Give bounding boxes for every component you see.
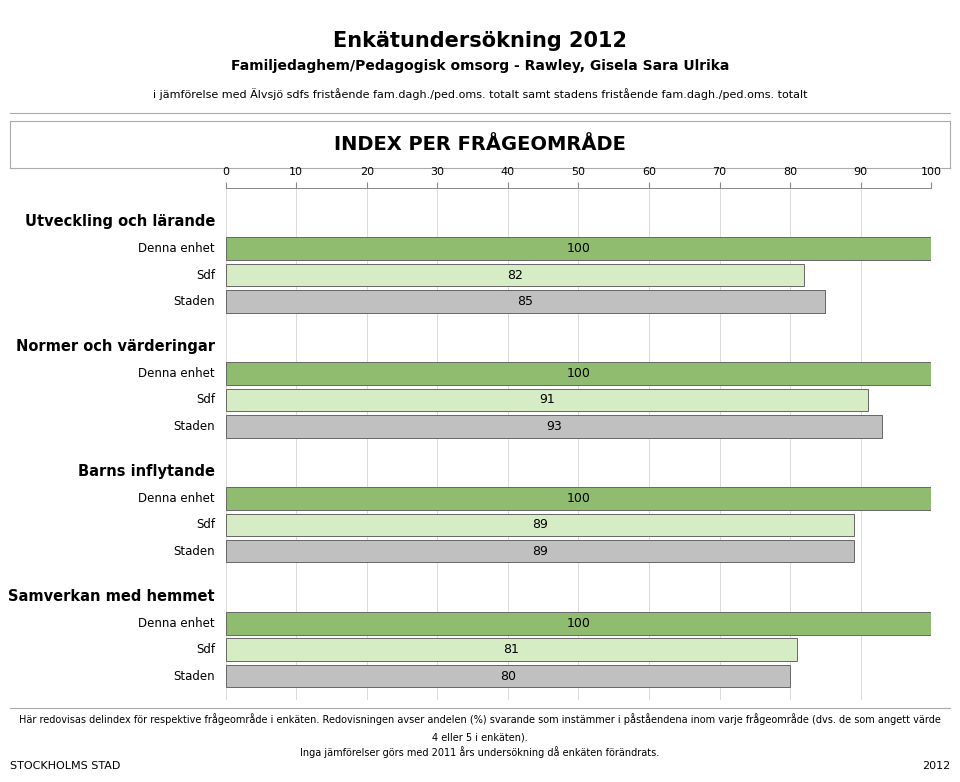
Bar xyxy=(226,638,797,662)
Text: i jämförelse med Älvsjö sdfs fristående fam.dagh./ped.oms. totalt samt stadens f: i jämförelse med Älvsjö sdfs fristående … xyxy=(153,88,807,100)
Text: 89: 89 xyxy=(532,544,547,558)
Text: Staden: Staden xyxy=(174,420,215,432)
Bar xyxy=(226,487,931,510)
Text: 2012: 2012 xyxy=(923,761,950,771)
Text: 85: 85 xyxy=(517,295,534,307)
Text: 100: 100 xyxy=(566,368,590,380)
Text: 81: 81 xyxy=(503,644,519,656)
Text: Staden: Staden xyxy=(174,669,215,683)
Text: Sdf: Sdf xyxy=(196,393,215,407)
Text: Denna enhet: Denna enhet xyxy=(138,493,215,505)
Bar xyxy=(226,665,790,687)
Text: 93: 93 xyxy=(546,420,562,432)
Text: Sdf: Sdf xyxy=(196,644,215,656)
Text: Normer och värderingar: Normer och värderingar xyxy=(16,339,215,354)
Text: INDEX PER FRÅGEOMRÅDE: INDEX PER FRÅGEOMRÅDE xyxy=(334,135,626,154)
Text: Denna enhet: Denna enhet xyxy=(138,242,215,256)
Bar xyxy=(226,414,882,438)
Bar xyxy=(226,540,853,562)
Text: 4 eller 5 i enkäten).: 4 eller 5 i enkäten). xyxy=(432,733,528,743)
Text: 91: 91 xyxy=(539,393,555,407)
Bar xyxy=(226,612,931,635)
Text: Staden: Staden xyxy=(174,295,215,307)
Text: Staden: Staden xyxy=(174,544,215,558)
Bar xyxy=(226,514,853,536)
Text: 80: 80 xyxy=(500,669,516,683)
Text: Inga jämförelser görs med 2011 års undersökning då enkäten förändrats.: Inga jämförelser görs med 2011 års under… xyxy=(300,746,660,759)
Text: Här redovisas delindex för respektive frågeområde i enkäten. Redovisningen avser: Här redovisas delindex för respektive fr… xyxy=(19,713,941,725)
Text: STOCKHOLMS STAD: STOCKHOLMS STAD xyxy=(10,761,120,771)
Text: 89: 89 xyxy=(532,518,547,532)
Bar xyxy=(226,389,868,411)
Text: Sdf: Sdf xyxy=(196,518,215,532)
Text: Enkätundersökning 2012: Enkätundersökning 2012 xyxy=(333,30,627,51)
Text: Utveckling och lärande: Utveckling och lärande xyxy=(25,214,215,229)
Text: Denna enhet: Denna enhet xyxy=(138,617,215,630)
Text: Familjedaghem/Pedagogisk omsorg - Rawley, Gisela Sara Ulrika: Familjedaghem/Pedagogisk omsorg - Rawley… xyxy=(230,59,730,74)
Text: 100: 100 xyxy=(566,493,590,505)
Text: Denna enhet: Denna enhet xyxy=(138,368,215,380)
Bar xyxy=(226,264,804,286)
Text: 100: 100 xyxy=(566,242,590,256)
Text: 100: 100 xyxy=(566,617,590,630)
Bar xyxy=(226,290,826,313)
Text: Sdf: Sdf xyxy=(196,268,215,282)
Text: Samverkan med hemmet: Samverkan med hemmet xyxy=(9,590,215,604)
Text: 82: 82 xyxy=(507,268,523,282)
Bar xyxy=(226,362,931,386)
Text: Barns inflytande: Barns inflytande xyxy=(78,465,215,479)
Bar xyxy=(226,238,931,260)
